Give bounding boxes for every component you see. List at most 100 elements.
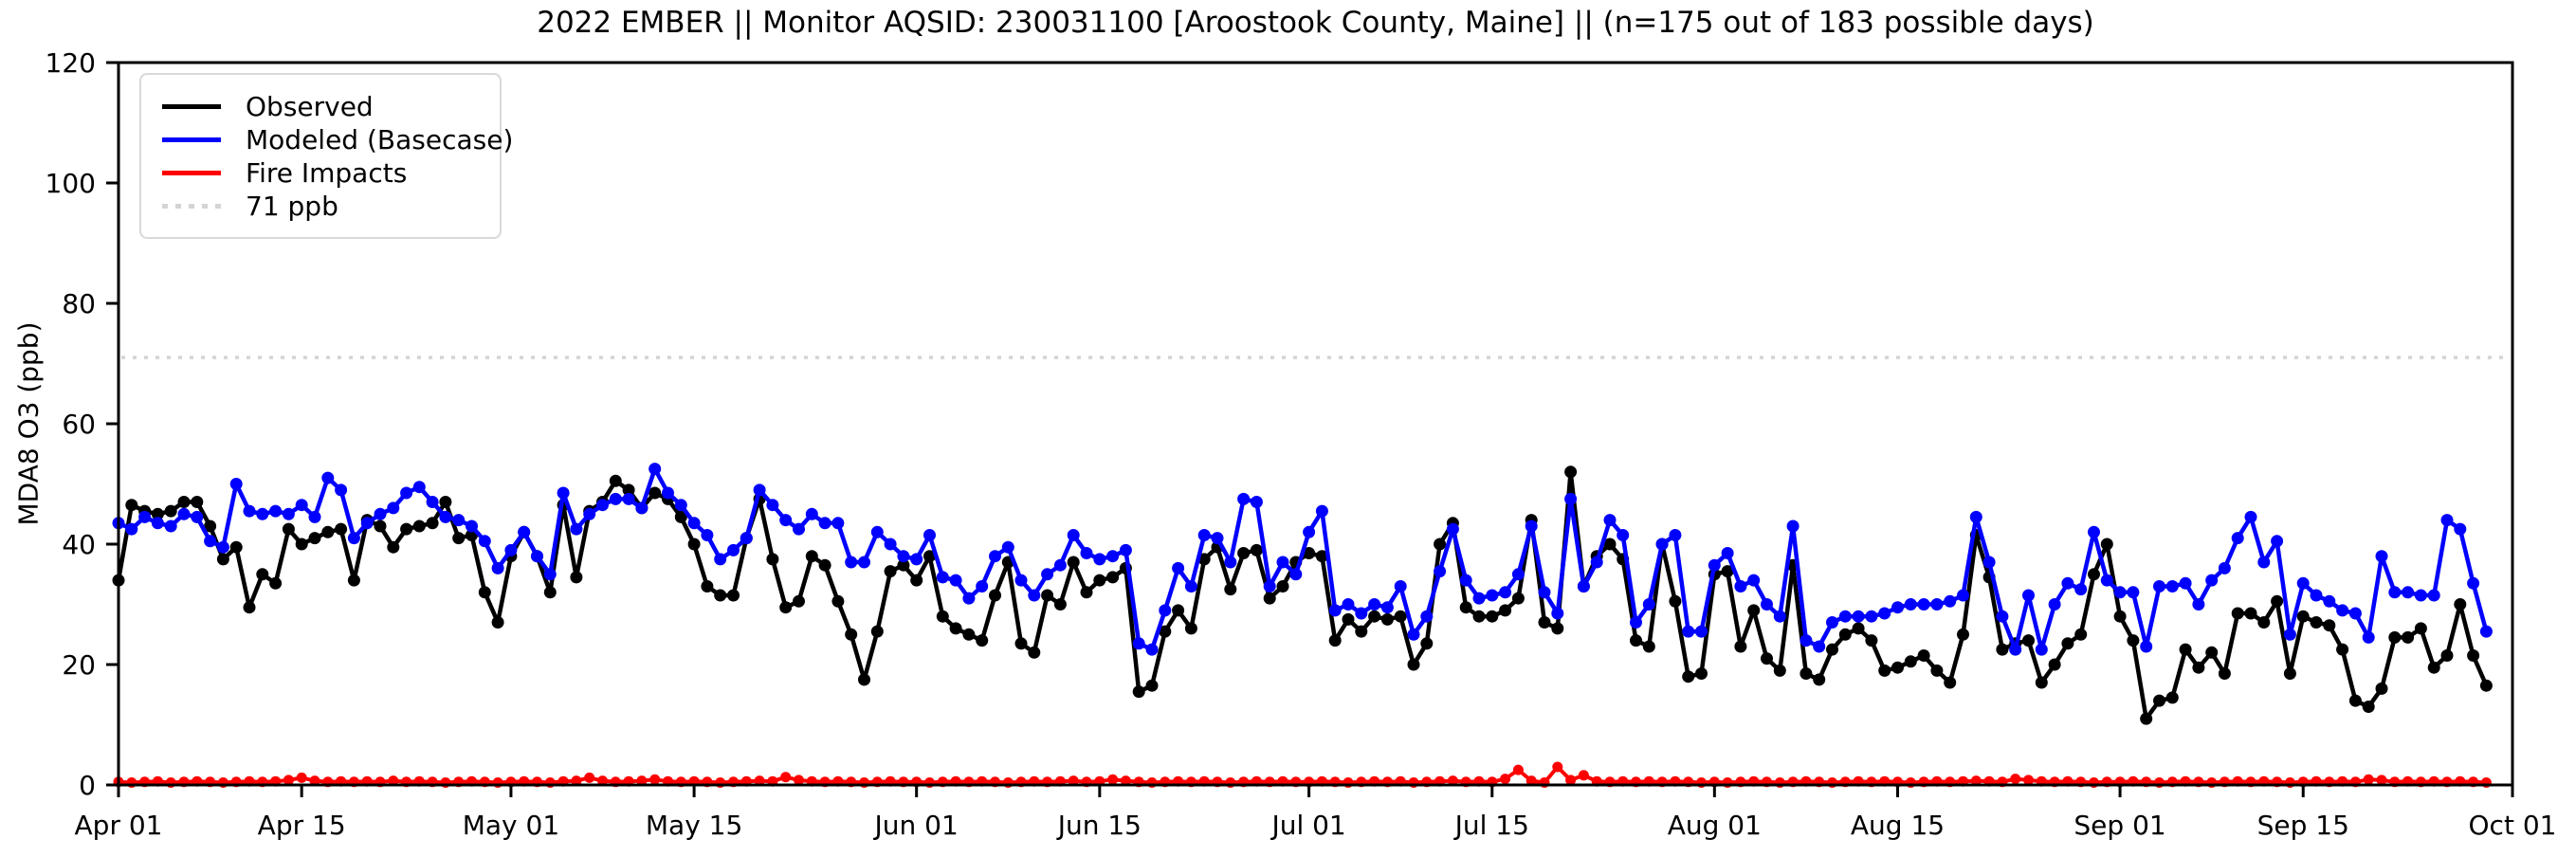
observed-point [1080, 586, 1093, 599]
x-tick-label: Apr 01 [75, 810, 163, 841]
modeled-point [1184, 580, 1197, 593]
modeled-point [884, 538, 897, 551]
observed-point [412, 520, 426, 533]
modeled-point [1434, 565, 1447, 578]
observed-point [936, 610, 949, 623]
observed-point [897, 558, 910, 572]
observed-point [1838, 628, 1852, 641]
observed-point [243, 601, 256, 614]
observed-point [1878, 664, 1891, 677]
modeled-point [557, 486, 570, 500]
modeled-point [1420, 610, 1434, 623]
modeled-point [1446, 522, 1459, 536]
modeled-point [1211, 532, 1224, 545]
observed-point [1263, 592, 1276, 605]
observed-point [1773, 664, 1786, 677]
modeled-point [1786, 520, 1800, 533]
observed-point [1145, 679, 1159, 692]
modeled-point [504, 543, 518, 556]
modeled-point [2009, 643, 2022, 656]
observed-point [1551, 622, 1564, 635]
observed-point [1499, 604, 1512, 617]
observed-point [1197, 553, 1211, 566]
modeled-point [2022, 589, 2035, 602]
fire-line-swatch [162, 170, 221, 175]
chart-title: 2022 EMBER || Monitor AQSID: 230031100 [… [537, 6, 2094, 40]
modeled-point [570, 522, 583, 536]
modeled-point [1904, 598, 1917, 611]
observed-point [1865, 634, 1878, 647]
observed-point [1172, 604, 1185, 617]
observed-point [714, 589, 727, 602]
modeled-point [962, 592, 976, 605]
modeled-point [1394, 580, 1407, 593]
modeled-point [531, 550, 543, 563]
modeled-point [2414, 589, 2427, 602]
modeled-point [1525, 520, 1538, 533]
modeled-point [1250, 496, 1263, 508]
observed-point [1682, 670, 1695, 684]
observed-point [989, 589, 1001, 602]
modeled-point [269, 504, 283, 518]
observed-point [884, 565, 897, 578]
observed-point [2362, 701, 2375, 713]
observed-point [570, 571, 583, 584]
observed-point [1721, 565, 1734, 578]
modeled-point [1263, 580, 1276, 593]
modeled-point [1734, 580, 1747, 593]
observed-point [1459, 601, 1472, 614]
observed-point [1761, 652, 1773, 666]
modeled-point [478, 535, 491, 548]
modeled-point [1813, 640, 1826, 653]
legend-label-threshold: 71 ppb [246, 190, 338, 222]
observed-point [2165, 691, 2179, 704]
modeled-point [1891, 601, 1904, 614]
modeled-point [2100, 574, 2113, 587]
observed-point [2440, 649, 2454, 662]
fire-point [1565, 775, 1577, 786]
modeled-point [1957, 589, 1969, 602]
observed-point [1813, 673, 1826, 686]
modeled-point [2231, 532, 2244, 545]
observed-point [164, 504, 177, 518]
observed-point [1695, 667, 1708, 680]
modeled-point [2440, 514, 2454, 527]
modeled-point [609, 492, 622, 505]
modeled-point [1708, 558, 1721, 572]
modeled-point [2296, 576, 2310, 590]
modeled-point [976, 580, 989, 593]
observed-point [374, 520, 387, 533]
modeled-point [1838, 610, 1852, 623]
modeled-point [2257, 556, 2271, 569]
modeled-point [649, 463, 662, 476]
observed-point [1917, 649, 1930, 662]
observed-point [687, 538, 701, 551]
modeled-point [1472, 592, 1486, 605]
observed-point [1669, 594, 1682, 608]
observed-point [674, 510, 687, 523]
observed-point [2414, 622, 2427, 635]
modeled-point [583, 507, 596, 520]
observed-point [2454, 598, 2467, 611]
modeled-point [2310, 589, 2323, 602]
observed-point [2231, 607, 2244, 620]
y-tick-label: 60 [62, 409, 96, 440]
modeled-point [858, 556, 870, 569]
observed-point [125, 499, 138, 512]
observed-point [1093, 574, 1106, 587]
observed-point [1434, 538, 1447, 551]
modeled-point [295, 499, 308, 512]
observed-point [2061, 637, 2074, 650]
observed-point [1891, 661, 1904, 674]
modeled-point [412, 481, 426, 494]
observed-point [452, 532, 466, 545]
observed-point [256, 568, 269, 581]
modeled-point [466, 520, 478, 533]
fire-point [597, 775, 608, 787]
observed-point [347, 574, 360, 587]
modeled-point [923, 529, 936, 541]
modeled-point [1172, 561, 1185, 574]
observed-point [1380, 612, 1394, 626]
observed-point [2140, 712, 2153, 725]
